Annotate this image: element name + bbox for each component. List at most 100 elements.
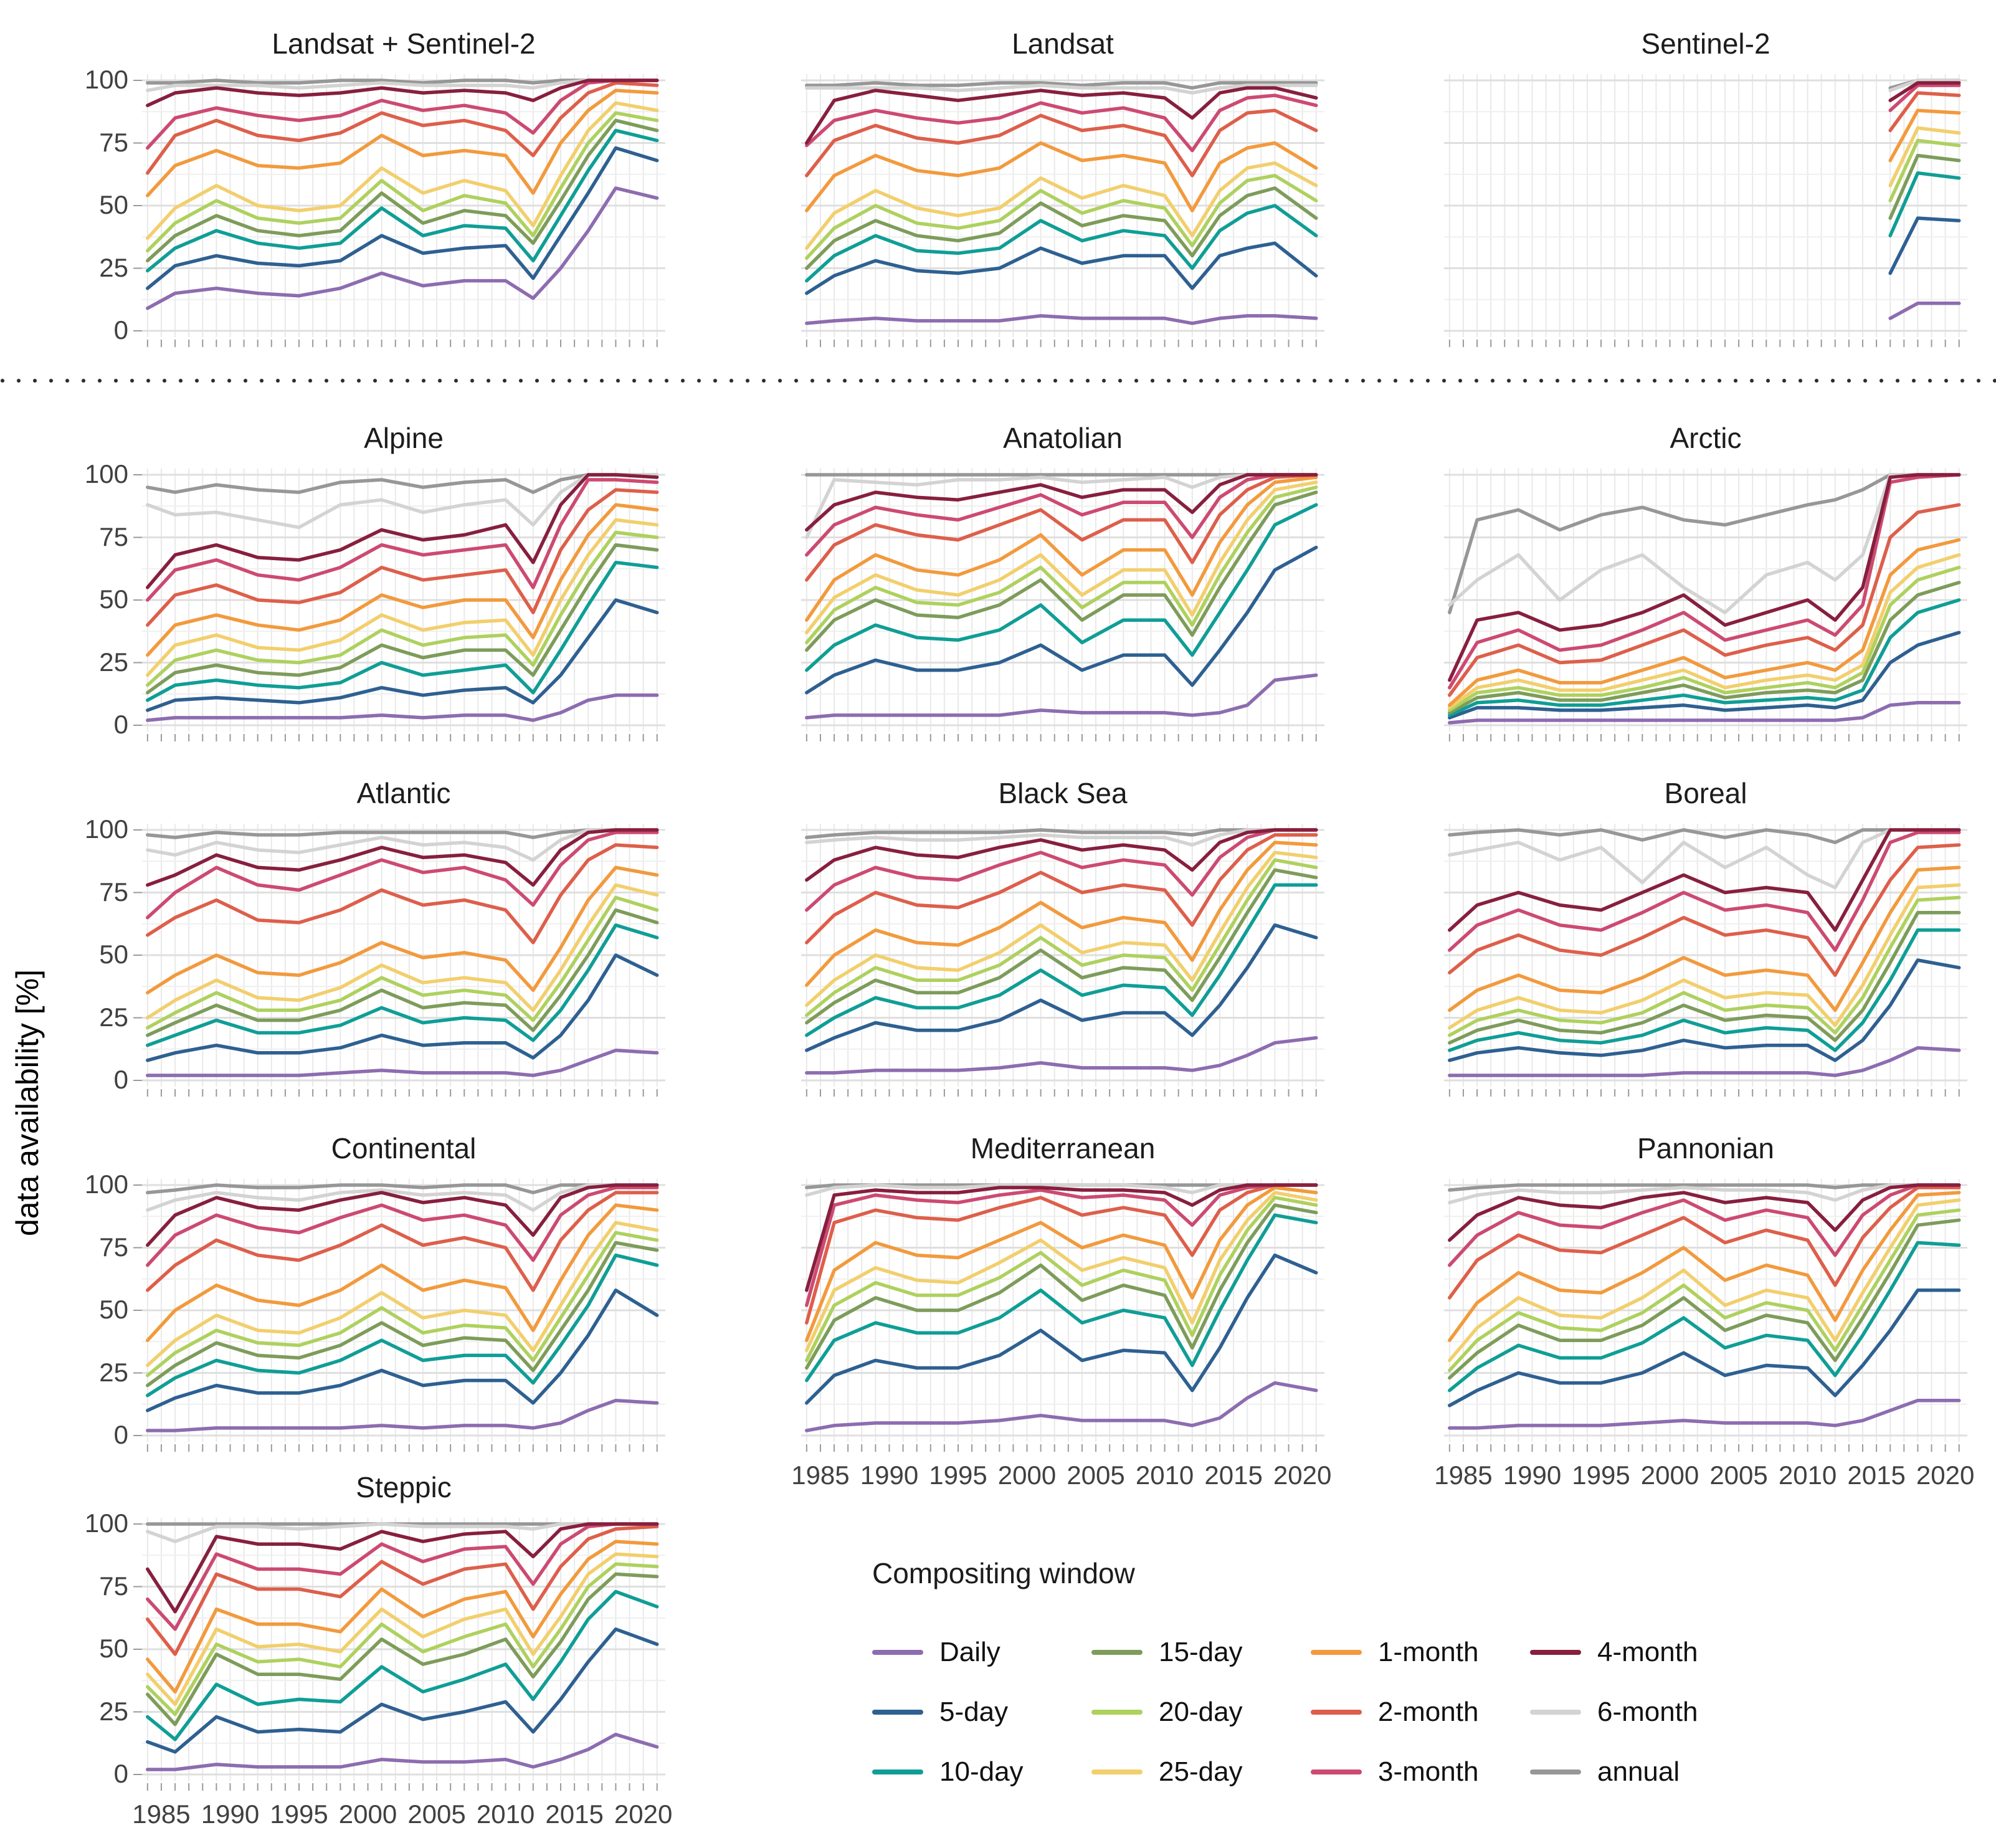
series-line-20-day bbox=[1448, 565, 1961, 712]
panel-title: Alpine bbox=[364, 422, 444, 454]
y-tick-label: 50 bbox=[99, 1634, 128, 1663]
legend-label: 10-day bbox=[939, 1756, 1024, 1787]
legend-label: 1-month bbox=[1378, 1637, 1479, 1667]
series-line-annual bbox=[146, 1183, 659, 1194]
series-line-15-day bbox=[146, 1241, 659, 1388]
panel-landsat-sentinel-2 bbox=[133, 72, 665, 347]
legend-label: 4-month bbox=[1597, 1637, 1698, 1667]
panel-title: Steppic bbox=[356, 1471, 452, 1503]
series-line-20-day bbox=[146, 895, 659, 1030]
panel-title: Pannonian bbox=[1637, 1132, 1774, 1165]
panel-plot bbox=[1444, 824, 1967, 1097]
series-line-2-month bbox=[805, 473, 1318, 582]
x-tick-label: 1985 bbox=[791, 1460, 850, 1490]
series-line-5-day bbox=[146, 1288, 659, 1412]
series-line-2-month bbox=[805, 1183, 1318, 1325]
series-line-25-day bbox=[805, 161, 1318, 250]
y-axis-title: data availability [%] bbox=[10, 969, 45, 1237]
series-line-6-month bbox=[1448, 1183, 1961, 1204]
series-line-5-day bbox=[146, 1627, 659, 1754]
series-line-1-month bbox=[805, 1186, 1318, 1342]
series-line-25-day bbox=[146, 518, 659, 677]
series-line-2-month bbox=[146, 488, 659, 627]
panel-title: Black Sea bbox=[998, 777, 1128, 809]
x-tick-label: 1985 bbox=[132, 1799, 191, 1829]
series-line-25-day bbox=[146, 101, 659, 241]
series-line-25-day bbox=[1888, 126, 1961, 188]
panel-boreal bbox=[1444, 821, 1967, 1097]
panel-plot bbox=[133, 1179, 665, 1452]
series-line-4-month bbox=[805, 828, 1318, 882]
series-line-10-day bbox=[1448, 928, 1961, 1052]
panel-sentinel-2 bbox=[1444, 72, 1967, 347]
x-tick-label: 2005 bbox=[1709, 1460, 1768, 1490]
series-line-20-day bbox=[146, 111, 659, 253]
series-line-15-day bbox=[1888, 153, 1961, 220]
legend-item: annual bbox=[1530, 1756, 1749, 1788]
series-line-20-day bbox=[805, 485, 1318, 645]
panel-plot bbox=[801, 74, 1324, 347]
series-line-5-day bbox=[805, 545, 1318, 695]
x-tick-label: 2010 bbox=[1778, 1460, 1837, 1490]
legend-swatch-6-month bbox=[1530, 1710, 1581, 1715]
series-line-10-day bbox=[1888, 171, 1961, 237]
series-line-4-month bbox=[146, 473, 659, 589]
series-line-5-day bbox=[146, 146, 659, 290]
y-tick-label: 0 bbox=[113, 1420, 128, 1449]
series-line-3-month bbox=[1888, 83, 1961, 112]
panel-plot bbox=[1444, 1179, 1967, 1452]
series-line-5-day bbox=[146, 953, 659, 1062]
series-line-3-month bbox=[146, 1522, 659, 1631]
series-line-4-month bbox=[805, 86, 1318, 145]
legend-label: 20-day bbox=[1159, 1697, 1243, 1727]
panel-arctic bbox=[1444, 466, 1967, 741]
series-line-20-day bbox=[1888, 138, 1961, 202]
panel-plot bbox=[1444, 74, 1967, 347]
y-tick-label: 100 bbox=[84, 65, 128, 94]
series-line-annual bbox=[1448, 473, 1961, 614]
series-line-20-day bbox=[1448, 895, 1961, 1037]
series-line-6-month bbox=[146, 1183, 659, 1212]
panel-plot bbox=[801, 1179, 1324, 1452]
series-line-20-day bbox=[146, 530, 659, 687]
y-tick-label: 0 bbox=[113, 315, 128, 345]
panel-mediterranean bbox=[801, 1176, 1324, 1452]
panel-steppic bbox=[133, 1515, 665, 1791]
series-line-15-day bbox=[805, 868, 1318, 1025]
series-line-4-month bbox=[805, 1183, 1318, 1292]
legend-swatch-daily bbox=[872, 1650, 923, 1655]
series-line-4-month bbox=[1448, 473, 1961, 682]
y-tick-label: 100 bbox=[84, 1508, 128, 1538]
series-line-25-day bbox=[805, 1191, 1318, 1353]
x-tick-label: 1995 bbox=[270, 1799, 328, 1829]
panel-title: Landsat bbox=[1012, 27, 1114, 60]
series-line-1-month bbox=[146, 88, 659, 198]
series-line-15-day bbox=[146, 543, 659, 695]
panel-continental bbox=[133, 1176, 665, 1452]
series-line-daily bbox=[1448, 1398, 1961, 1430]
x-tick-label: 2005 bbox=[407, 1799, 466, 1829]
series-line-3-month bbox=[146, 79, 659, 150]
series-line-daily bbox=[805, 673, 1318, 720]
x-tick-label: 1995 bbox=[929, 1460, 987, 1490]
x-tick-label: 2000 bbox=[1640, 1460, 1699, 1490]
legend-label: 15-day bbox=[1159, 1637, 1243, 1667]
series-line-4-month bbox=[146, 1183, 659, 1247]
y-tick-label: 25 bbox=[99, 1696, 128, 1726]
y-tick-label: 25 bbox=[99, 1002, 128, 1032]
y-tick-label: 50 bbox=[99, 190, 128, 219]
series-line-daily bbox=[146, 693, 659, 722]
series-line-6-month bbox=[146, 473, 659, 530]
legend-label: 5-day bbox=[939, 1697, 1009, 1727]
series-line-1-month bbox=[1888, 108, 1961, 163]
series-line-20-day bbox=[146, 1231, 659, 1378]
x-tick-label: 2015 bbox=[545, 1799, 604, 1829]
panel-landsat bbox=[801, 72, 1324, 347]
series-line-1-month bbox=[805, 141, 1318, 212]
series-line-25-day bbox=[146, 1221, 659, 1368]
legend-items: Daily 5-day 10-day 15-day 20-day 25-day 1-mont… bbox=[872, 1622, 1749, 1802]
legend-label: 2-month bbox=[1378, 1697, 1479, 1727]
legend-label: 3-month bbox=[1378, 1756, 1479, 1787]
series-line-15-day bbox=[146, 118, 659, 263]
panel-anatolian bbox=[801, 466, 1324, 741]
